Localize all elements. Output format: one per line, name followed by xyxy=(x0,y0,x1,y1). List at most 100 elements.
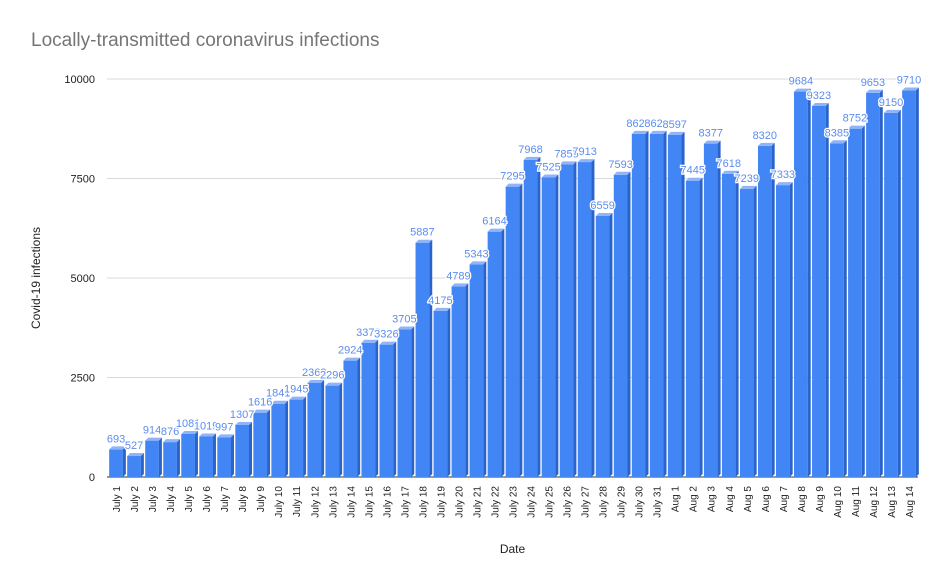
data-label: 8385 xyxy=(825,127,849,139)
bar-32 xyxy=(667,131,685,477)
x-axis-title: Date xyxy=(500,542,526,556)
bar-side xyxy=(681,131,685,477)
bar-top xyxy=(325,382,343,386)
data-label: 9150 xyxy=(879,97,903,109)
bar-face xyxy=(775,185,790,477)
x-tick-label: Aug 2 xyxy=(689,486,700,513)
data-label: 8620 xyxy=(626,118,650,130)
bar-top xyxy=(541,174,559,178)
bar-face xyxy=(361,342,376,477)
x-tick-label: July 6 xyxy=(202,486,213,513)
bar-side xyxy=(843,140,847,478)
x-tick-label: Aug 8 xyxy=(797,486,808,513)
x-tick-label: July 27 xyxy=(581,486,592,518)
bar-4 xyxy=(163,439,180,477)
bar-top xyxy=(451,283,469,287)
bar-top xyxy=(757,142,775,146)
x-tick-label: July 5 xyxy=(184,486,195,513)
bar-side xyxy=(339,382,343,477)
x-tick-label: Aug 10 xyxy=(833,486,844,518)
bar-41 xyxy=(830,140,847,478)
x-tick-label: Aug 4 xyxy=(725,486,736,513)
bar-38 xyxy=(775,182,793,477)
bar-face xyxy=(181,433,195,477)
bar-top xyxy=(289,396,307,400)
bar-top xyxy=(667,131,685,135)
bar-top xyxy=(631,130,649,134)
y-tick-label: 7500 xyxy=(71,174,95,186)
bar-side xyxy=(915,87,919,478)
data-label: 8752 xyxy=(843,113,867,125)
bar-top xyxy=(884,109,901,113)
bar-face xyxy=(649,133,664,477)
bar-face xyxy=(577,162,592,477)
bar-side xyxy=(411,326,415,477)
bar-side xyxy=(429,239,433,477)
bar-top xyxy=(253,409,271,413)
bar-side xyxy=(158,437,162,477)
data-label: 8377 xyxy=(699,128,723,140)
bar-face xyxy=(559,164,574,477)
bar-face xyxy=(487,231,502,477)
bar-face xyxy=(289,399,304,477)
bar-16 xyxy=(379,341,397,477)
x-tick-label: July 11 xyxy=(292,486,303,517)
bar-side xyxy=(699,177,703,477)
bar-side xyxy=(807,88,811,478)
bar-face xyxy=(325,385,340,477)
bar-7 xyxy=(217,434,234,477)
bar-side xyxy=(645,130,649,477)
bar-28 xyxy=(595,212,613,478)
bar-top xyxy=(595,212,613,216)
bar-face xyxy=(884,112,898,477)
data-label: 9684 xyxy=(789,76,813,88)
bar-top xyxy=(848,125,865,129)
x-tick-label: Aug 1 xyxy=(671,486,682,513)
bar-side xyxy=(140,453,144,477)
bar-side xyxy=(717,140,721,477)
bar-33 xyxy=(685,177,703,477)
data-label: 1019 xyxy=(194,420,218,432)
bar-face xyxy=(469,264,484,477)
x-tick-label: July 15 xyxy=(364,486,375,518)
bar-31 xyxy=(649,130,667,477)
x-axis-ticks: July 1 July 2 July 3 July 4 July 5 July 6 July… xyxy=(112,486,916,518)
bar-side xyxy=(573,161,577,477)
bar-face xyxy=(794,91,808,478)
x-tick-label: Aug 9 xyxy=(815,486,826,513)
x-tick-label: July 31 xyxy=(653,486,664,518)
data-label: 9710 xyxy=(897,75,921,87)
bar-top xyxy=(127,453,144,457)
bar-side xyxy=(897,109,901,477)
bar-44 xyxy=(884,109,901,477)
data-label: 3705 xyxy=(392,314,416,326)
bar-side xyxy=(591,159,595,477)
x-tick-label: July 25 xyxy=(545,486,556,518)
x-tick-label: July 21 xyxy=(472,486,483,518)
data-label: 2296 xyxy=(320,370,344,382)
data-label: 997 xyxy=(215,421,233,433)
bar-side xyxy=(555,174,559,477)
bar-19 xyxy=(433,307,451,477)
bar-45 xyxy=(902,87,919,478)
x-tick-label: Aug 13 xyxy=(887,486,898,518)
x-tick-label: July 24 xyxy=(527,486,538,518)
bar-face xyxy=(397,329,412,477)
bar-22 xyxy=(487,228,505,477)
bar-27 xyxy=(577,159,595,477)
bar-face xyxy=(739,188,754,477)
x-tick-label: July 20 xyxy=(454,486,465,518)
bar-top xyxy=(685,177,703,181)
x-tick-label: Aug 3 xyxy=(707,486,718,513)
y-tick-label: 10000 xyxy=(64,74,95,86)
x-tick-label: July 14 xyxy=(346,486,357,518)
bar-29 xyxy=(613,171,631,478)
bar-top xyxy=(505,183,523,187)
bar-top xyxy=(577,159,595,163)
bar-side xyxy=(861,125,865,477)
data-label: 9653 xyxy=(861,77,885,89)
bar-37 xyxy=(757,142,775,477)
bar-42 xyxy=(848,125,865,477)
bar-face xyxy=(127,456,141,477)
